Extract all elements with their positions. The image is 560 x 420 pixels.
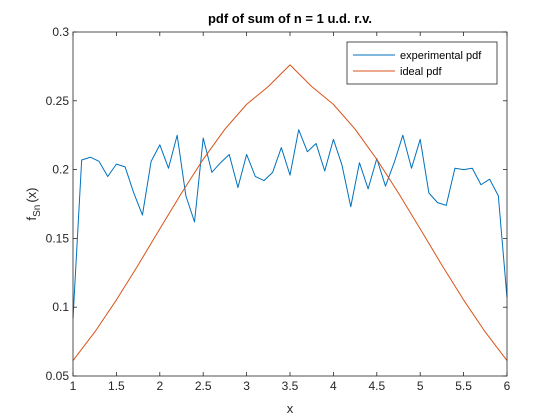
legend-label-experimental: experimental pdf (400, 50, 482, 62)
x-tick-label: 3 (243, 379, 250, 393)
legend-label-ideal: ideal pdf (400, 66, 443, 78)
legend: experimental pdf ideal pdf (346, 41, 498, 85)
svg-text:fSn(x): fSn (x) (24, 187, 43, 220)
y-axis-label-main: f (24, 217, 39, 221)
tick-labels: 1 1.5 2 2.5 3 3.5 4 4.5 5 5.5 6 0.05 0.1 0.15 0.2 0.25 0… (46, 25, 511, 393)
y-axis-label: fSn (x) (24, 187, 43, 220)
x-tick-label: 2 (156, 379, 163, 393)
x-tick-label: 1 (70, 379, 77, 393)
y-axis-label-subscript: Sn (32, 205, 43, 217)
axes (72, 31, 508, 377)
series-line-experimental (72, 129, 508, 319)
x-tick-label: 5.5 (455, 379, 472, 393)
x-tick-label: 3.5 (282, 379, 299, 393)
series-layer (72, 64, 508, 361)
y-tick-label: 0.1 (52, 300, 69, 314)
x-axis-label: x (287, 401, 294, 416)
legend-box (346, 41, 498, 85)
x-tick-label: 4.5 (368, 379, 385, 393)
plot-area (73, 32, 507, 376)
x-tick-label: 6 (504, 379, 511, 393)
y-tick-label: 0.05 (46, 369, 70, 383)
y-tick-label: 0.25 (46, 94, 70, 108)
y-tick-label: 0.3 (52, 25, 69, 39)
y-tick-label: 0.2 (52, 163, 69, 177)
x-tick-label: 5 (417, 379, 424, 393)
y-axis-label-tail: (x) (24, 187, 39, 202)
series-line-ideal (72, 64, 508, 361)
chart-title: pdf of sum of n = 1 u.d. r.v. (208, 11, 372, 26)
x-tick-label: 4 (330, 379, 337, 393)
x-tick-label: 2.5 (195, 379, 212, 393)
x-tick-label: 1.5 (108, 379, 125, 393)
y-tick-label: 0.15 (46, 231, 70, 245)
